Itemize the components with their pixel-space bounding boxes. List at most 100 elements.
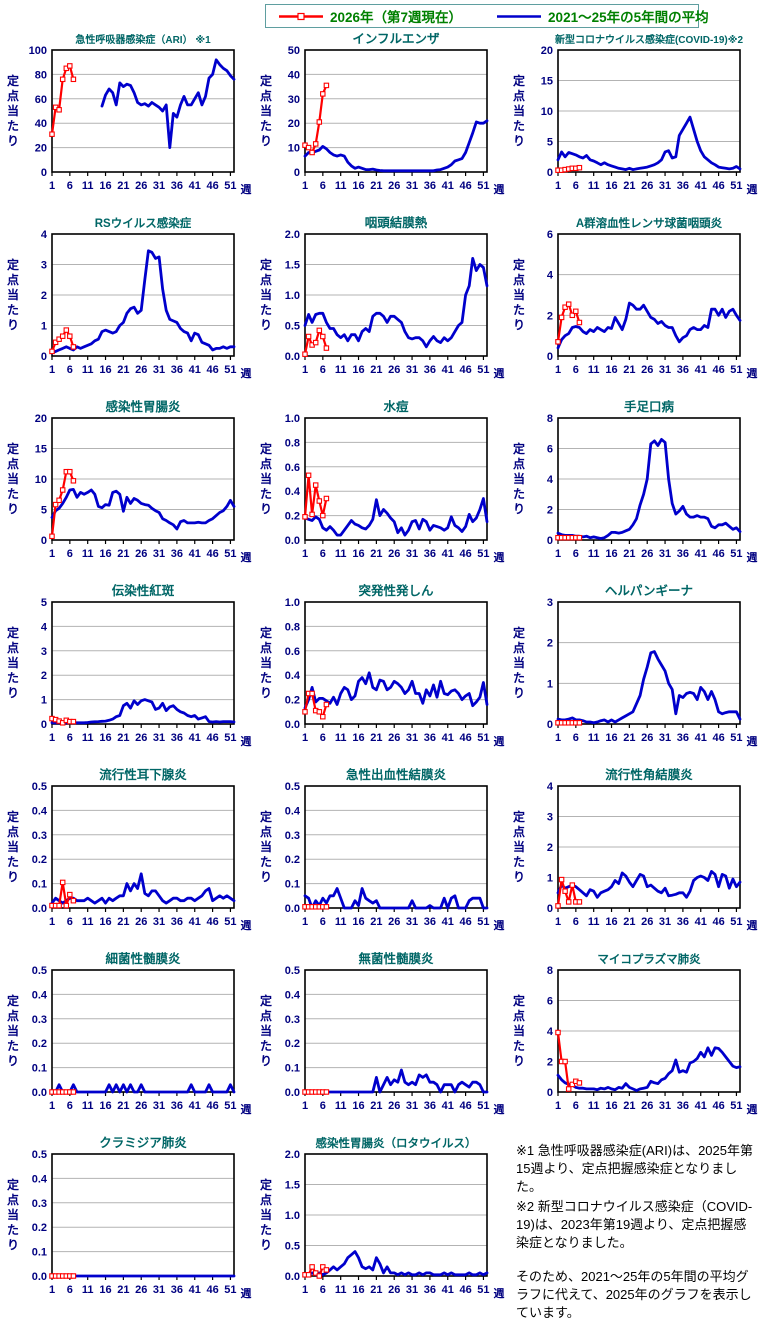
red-series-marker (49, 131, 55, 137)
x-tick-label: 16 (352, 1284, 364, 1296)
x-tick-label: 36 (677, 364, 689, 376)
x-tick-label: 21 (117, 1284, 129, 1296)
chart-title: 咽頭結膜熱 (365, 215, 428, 230)
y-tick-label: 4 (41, 229, 48, 241)
x-tick-label: 16 (352, 548, 364, 560)
x-tick-label: 36 (424, 364, 436, 376)
x-tick-label: 46 (712, 916, 724, 928)
y-tick-label: 0 (41, 167, 47, 179)
y-axis-label: 点 (513, 640, 525, 655)
blue-series-line (50, 698, 236, 725)
x-tick-label: 16 (605, 916, 617, 928)
plot-border (304, 417, 488, 541)
red-series-marker (59, 76, 66, 83)
x-tick-label: 6 (67, 180, 73, 192)
chart-canvas-chlamydia-pneumonia: 0.00.10.20.30.40.51 6 11 16 21 26 31 36 41 46 51 週定… (7, 1135, 252, 1300)
x-tick-label: 46 (712, 364, 724, 376)
x-tick-label: 1 (555, 732, 561, 744)
red-series-marker (320, 1264, 326, 1270)
x-tick-label: 21 (117, 548, 129, 560)
chart-title: マイコプラズマ肺炎 (597, 952, 701, 966)
x-tick-label: 31 (659, 548, 671, 560)
x-tick-label: 16 (352, 180, 364, 192)
x-tick-label: 46 (459, 1284, 471, 1296)
plot-border (557, 785, 741, 909)
y-axis-label: り (7, 1054, 19, 1068)
red-series-marker (555, 903, 561, 909)
blue-series-line (100, 58, 236, 149)
x-tick-label: 51 (730, 364, 742, 376)
x-tick-label: 11 (335, 364, 347, 376)
x-tick-label: 41 (442, 1284, 454, 1296)
x-tick-label: 31 (406, 732, 418, 744)
x-tick-label: 31 (659, 916, 671, 928)
x-tick-label: 1 (49, 364, 55, 376)
y-tick-label: 0.8 (285, 621, 300, 633)
chart-hfmd: 0 2 4 6 8 1 6 11 16 21 26 31 36 41 46 51 週定点当たり手足口病 (506, 398, 759, 582)
x-tick-label: 16 (99, 916, 111, 928)
y-axis-label: り (260, 1238, 272, 1252)
red-series-marker (67, 891, 73, 898)
red-series-marker (576, 720, 583, 726)
red-series-marker (569, 1081, 576, 1088)
y-tick-label: 0.2 (285, 1038, 300, 1050)
x-tick-label: 21 (370, 732, 382, 744)
x-tick-label: 16 (99, 1284, 111, 1296)
y-tick-label: 5 (41, 505, 47, 517)
x-tick-label: 26 (135, 180, 147, 192)
x-axis-unit: 週 (494, 918, 505, 932)
x-tick-label: 41 (442, 916, 454, 928)
x-tick-label: 51 (477, 732, 489, 744)
x-tick-label: 31 (153, 364, 165, 376)
red-series-marker (302, 514, 308, 520)
x-axis-unit: 週 (494, 550, 505, 564)
red-series-marker (323, 1089, 330, 1095)
y-axis-label: 定 (7, 625, 19, 640)
y-tick-label: 2.0 (285, 229, 300, 241)
x-tick-label: 6 (573, 180, 579, 192)
y-tick-label: 0.5 (32, 1149, 47, 1161)
red-series-marker (562, 304, 568, 310)
x-tick-label: 31 (153, 180, 165, 192)
y-axis-label: 点 (513, 1008, 525, 1023)
y-tick-label: 0.5 (285, 781, 300, 793)
y-axis-label: 当 (7, 655, 19, 670)
chart-canvas-acute-hemorrhagic-conjunctivitis: 0.00.10.20.30.40.51 6 11 16 21 26 31 36 41 46 51 週定… (260, 767, 505, 932)
red-marker-swatch (297, 12, 305, 20)
red-series-marker (70, 718, 77, 725)
red-series-marker (305, 333, 312, 340)
y-axis-label: り (7, 870, 19, 884)
red-series-marker (49, 533, 55, 540)
y-axis-label: 点 (260, 640, 272, 655)
x-axis-unit: 週 (241, 366, 252, 380)
y-tick-label: 0.2 (285, 695, 300, 707)
x-tick-label: 11 (588, 180, 600, 192)
y-tick-label: 0 (41, 535, 47, 547)
red-series-marker (56, 107, 62, 113)
chart-title: ヘルパンギーナ (605, 583, 693, 598)
red-series-marker (576, 899, 583, 905)
x-axis-unit: 週 (494, 366, 505, 380)
y-axis-label: た (260, 303, 272, 317)
x-axis-unit: 週 (241, 918, 252, 932)
red-series-marker (316, 1273, 323, 1279)
y-tick-label: 4 (547, 270, 554, 282)
red-series-marker (312, 482, 319, 488)
chart-herpangina: 0 1 2 3 1 6 11 16 21 26 31 36 41 46 51 週定点当たりヘルパンギーナ (506, 582, 759, 766)
blue-series-line (556, 301, 742, 350)
x-tick-label: 26 (135, 548, 147, 560)
x-tick-label: 21 (623, 180, 635, 192)
y-axis-label: 定 (7, 441, 19, 456)
x-tick-label: 51 (477, 916, 489, 928)
y-tick-label: 4 (547, 781, 554, 793)
y-tick-label: 2 (547, 310, 553, 322)
y-tick-label: 1 (41, 695, 47, 707)
x-tick-label: 41 (442, 1100, 454, 1112)
x-tick-label: 1 (49, 548, 55, 560)
y-tick-label: 0.5 (285, 321, 300, 333)
red-series-marker (67, 468, 73, 475)
x-axis-unit: 週 (494, 182, 505, 196)
plot-border (51, 785, 235, 909)
y-axis-label: 当 (260, 839, 272, 854)
